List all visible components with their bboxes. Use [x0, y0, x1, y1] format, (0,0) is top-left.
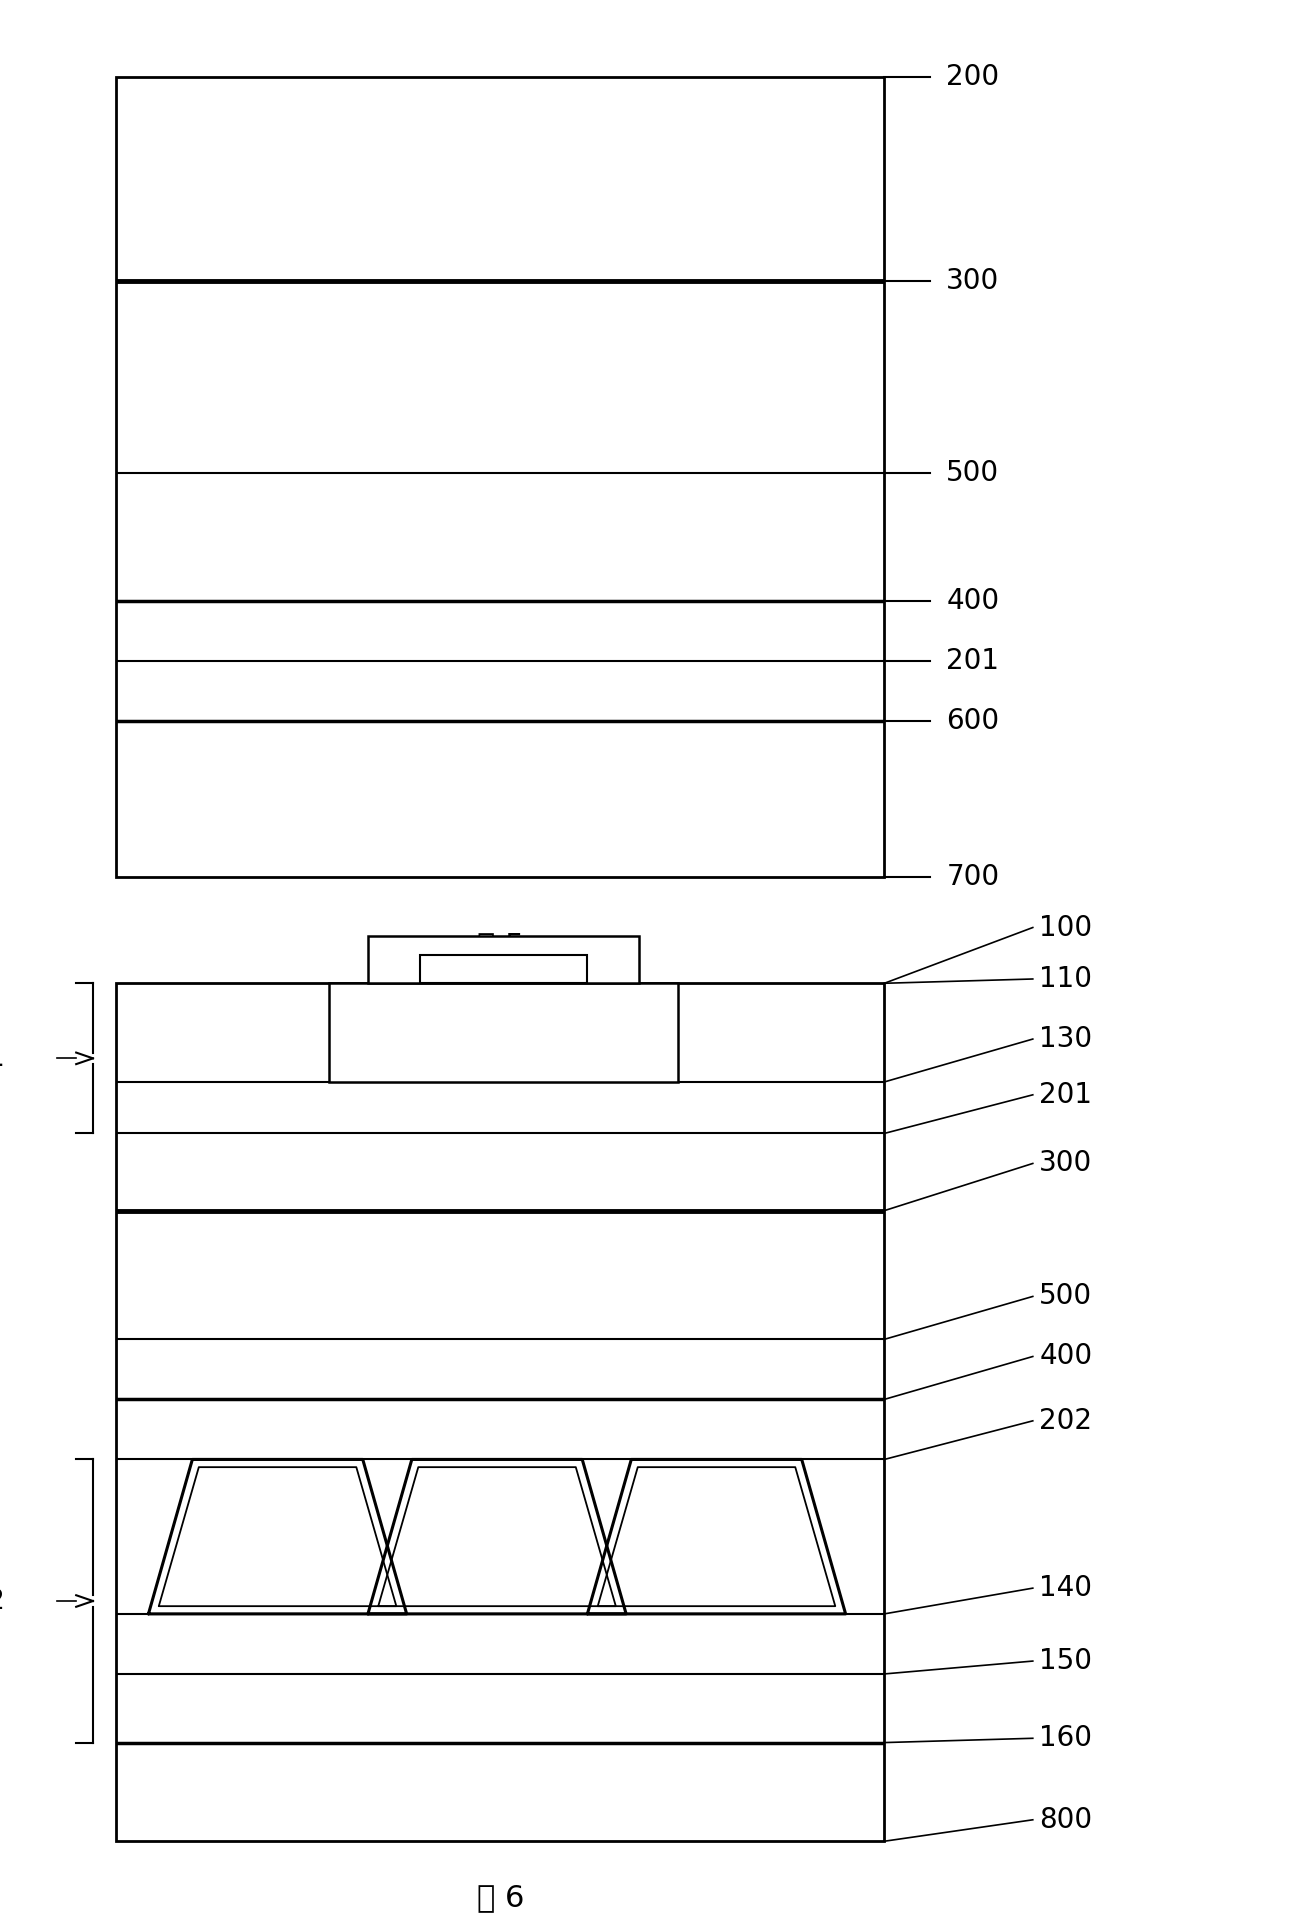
Text: 300: 300	[946, 268, 999, 295]
Text: 111: 111	[0, 1045, 5, 1072]
Text: 200: 200	[946, 64, 999, 91]
Text: 400: 400	[946, 588, 999, 615]
Bar	[116, 77, 884, 877]
Text: 700: 700	[946, 864, 999, 891]
Text: 100: 100	[1039, 914, 1092, 941]
Text: 400: 400	[1039, 1342, 1092, 1371]
Text: 图 5: 图 5	[476, 931, 524, 960]
Text: 图 6: 图 6	[476, 1884, 524, 1913]
Bar	[329, 983, 678, 1082]
Text: 202: 202	[1039, 1407, 1092, 1434]
Text: 201: 201	[946, 648, 999, 675]
Text: 130: 130	[1039, 1026, 1092, 1053]
Text: 160: 160	[1039, 1724, 1092, 1753]
Text: 800: 800	[1039, 1807, 1092, 1834]
Bar	[368, 937, 639, 983]
Text: 300: 300	[1039, 1149, 1092, 1178]
Text: 112: 112	[0, 1587, 5, 1616]
Text: 600: 600	[946, 708, 999, 735]
Text: 150: 150	[1039, 1647, 1092, 1675]
Text: 500: 500	[1039, 1282, 1092, 1311]
Bar	[420, 954, 587, 983]
Text: 140: 140	[1039, 1573, 1092, 1602]
Text: 500: 500	[946, 459, 999, 488]
Text: 201: 201	[1039, 1082, 1092, 1109]
Bar	[116, 983, 884, 1841]
Text: 110: 110	[1039, 966, 1092, 993]
